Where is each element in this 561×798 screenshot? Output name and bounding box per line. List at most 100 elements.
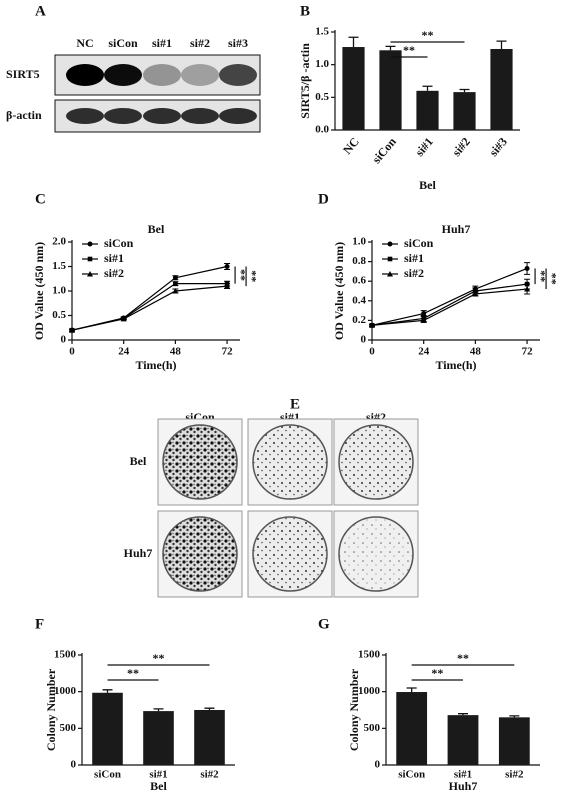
- bar: [194, 710, 225, 765]
- marker: [524, 265, 530, 271]
- x-tick-label: 72: [522, 346, 534, 358]
- panel-label: D: [318, 191, 329, 207]
- colony-plate: [338, 516, 414, 592]
- marker: [472, 290, 479, 297]
- y-tick-label: 500: [364, 722, 381, 734]
- x-tick-label: 0: [69, 346, 75, 358]
- x-axis-label: Huh7: [449, 779, 478, 793]
- marker: [172, 288, 179, 294]
- y-tick-label: 1.0: [352, 236, 366, 248]
- x-tick-label: si#3: [486, 135, 510, 159]
- error-bar: [459, 88, 470, 93]
- y-tick-label: 2.0: [52, 236, 66, 248]
- y-tick-label: 0.4: [352, 294, 366, 306]
- y-tick-label: 0.0: [315, 124, 329, 136]
- error-bar: [509, 715, 520, 718]
- band: [219, 64, 257, 86]
- panel-label: B: [300, 3, 310, 19]
- y-tick-label: 1500: [54, 649, 77, 661]
- x-axis-label: Time(h): [435, 358, 476, 372]
- x-tick-label: si#1: [149, 769, 167, 781]
- panel-label: F: [35, 616, 44, 632]
- x-axis-label: Time(h): [135, 358, 176, 372]
- colony-plate: [252, 424, 328, 500]
- legend-label: siCon: [104, 236, 134, 250]
- bar: [143, 711, 174, 765]
- bar: [92, 692, 123, 765]
- band: [143, 108, 181, 124]
- bar: [416, 90, 439, 130]
- series-line: [71, 265, 228, 331]
- y-tick-label: 0: [71, 759, 77, 771]
- bar: [379, 50, 402, 130]
- row-label: Bel: [130, 454, 147, 468]
- legend-marker: [387, 271, 393, 277]
- x-tick-label: si#2: [505, 769, 524, 781]
- y-tick-label: 0: [375, 759, 381, 771]
- row-label: β-actin: [6, 108, 42, 122]
- y-tick-label: 500: [60, 722, 77, 734]
- band: [66, 108, 104, 124]
- legend-marker: [387, 256, 393, 262]
- band: [66, 64, 104, 86]
- error-bar: [102, 689, 113, 693]
- significance-label: **: [457, 651, 469, 665]
- band: [181, 108, 219, 124]
- marker: [224, 283, 231, 289]
- legend-marker: [87, 256, 93, 262]
- y-tick-label: 0.5: [315, 91, 329, 103]
- panel-label: E: [290, 396, 300, 412]
- marker: [173, 281, 178, 286]
- significance-label: **: [545, 273, 559, 285]
- row-label: SIRT5: [6, 67, 40, 81]
- significance-label: **: [234, 269, 248, 281]
- marker: [524, 286, 531, 292]
- marker: [421, 311, 427, 317]
- colony-plate: [338, 424, 414, 500]
- series-line: [371, 288, 528, 326]
- colony-plate: [162, 424, 238, 500]
- legend-marker: [87, 271, 93, 277]
- y-axis-label: OD Value (450 nm): [32, 242, 46, 340]
- legend-marker: [387, 241, 393, 247]
- error-bar: [496, 40, 507, 49]
- x-axis-label: Bel: [150, 779, 167, 793]
- y-tick-label: 1000: [54, 685, 77, 697]
- band: [104, 108, 142, 124]
- lane-label: si#3: [228, 36, 248, 50]
- y-tick-label: 0.2: [352, 314, 366, 326]
- error-bar: [153, 708, 164, 712]
- x-tick-label: siCon: [94, 769, 121, 781]
- error-bar: [204, 707, 215, 710]
- legend-label: si#1: [104, 251, 124, 265]
- marker: [120, 315, 127, 322]
- y-tick-label: 0: [61, 334, 67, 346]
- x-tick-label: 0: [369, 346, 375, 358]
- y-axis-label: Colony Number: [347, 668, 361, 751]
- y-axis-label: OD Value (450 nm): [332, 242, 346, 340]
- y-tick-label: 1.5: [52, 260, 66, 272]
- y-tick-label: 1500: [358, 649, 381, 661]
- y-tick-label: 0.6: [352, 275, 366, 287]
- legend-label: si#1: [404, 251, 424, 265]
- y-tick-label: 0.5: [52, 309, 66, 321]
- y-tick-label: 1.5: [315, 26, 329, 38]
- error-bar: [348, 36, 359, 48]
- series-line: [371, 267, 528, 326]
- y-tick-label: 0: [361, 334, 367, 346]
- error-bar: [422, 85, 433, 91]
- lane-label: NC: [76, 36, 93, 50]
- chart-title: Huh7: [442, 222, 471, 236]
- series-line: [371, 283, 528, 326]
- legend-label: si#2: [104, 266, 124, 280]
- significance-label: **: [431, 666, 443, 680]
- significance-label: **: [153, 651, 165, 665]
- y-tick-label: 1.0: [52, 285, 66, 297]
- y-axis-label: Colony Number: [44, 668, 58, 751]
- x-tick-label: 24: [418, 346, 430, 358]
- marker: [369, 322, 375, 328]
- significance-label: **: [403, 43, 415, 57]
- x-tick-label: siCon: [369, 134, 399, 166]
- marker: [69, 327, 75, 333]
- legend-marker: [87, 241, 93, 247]
